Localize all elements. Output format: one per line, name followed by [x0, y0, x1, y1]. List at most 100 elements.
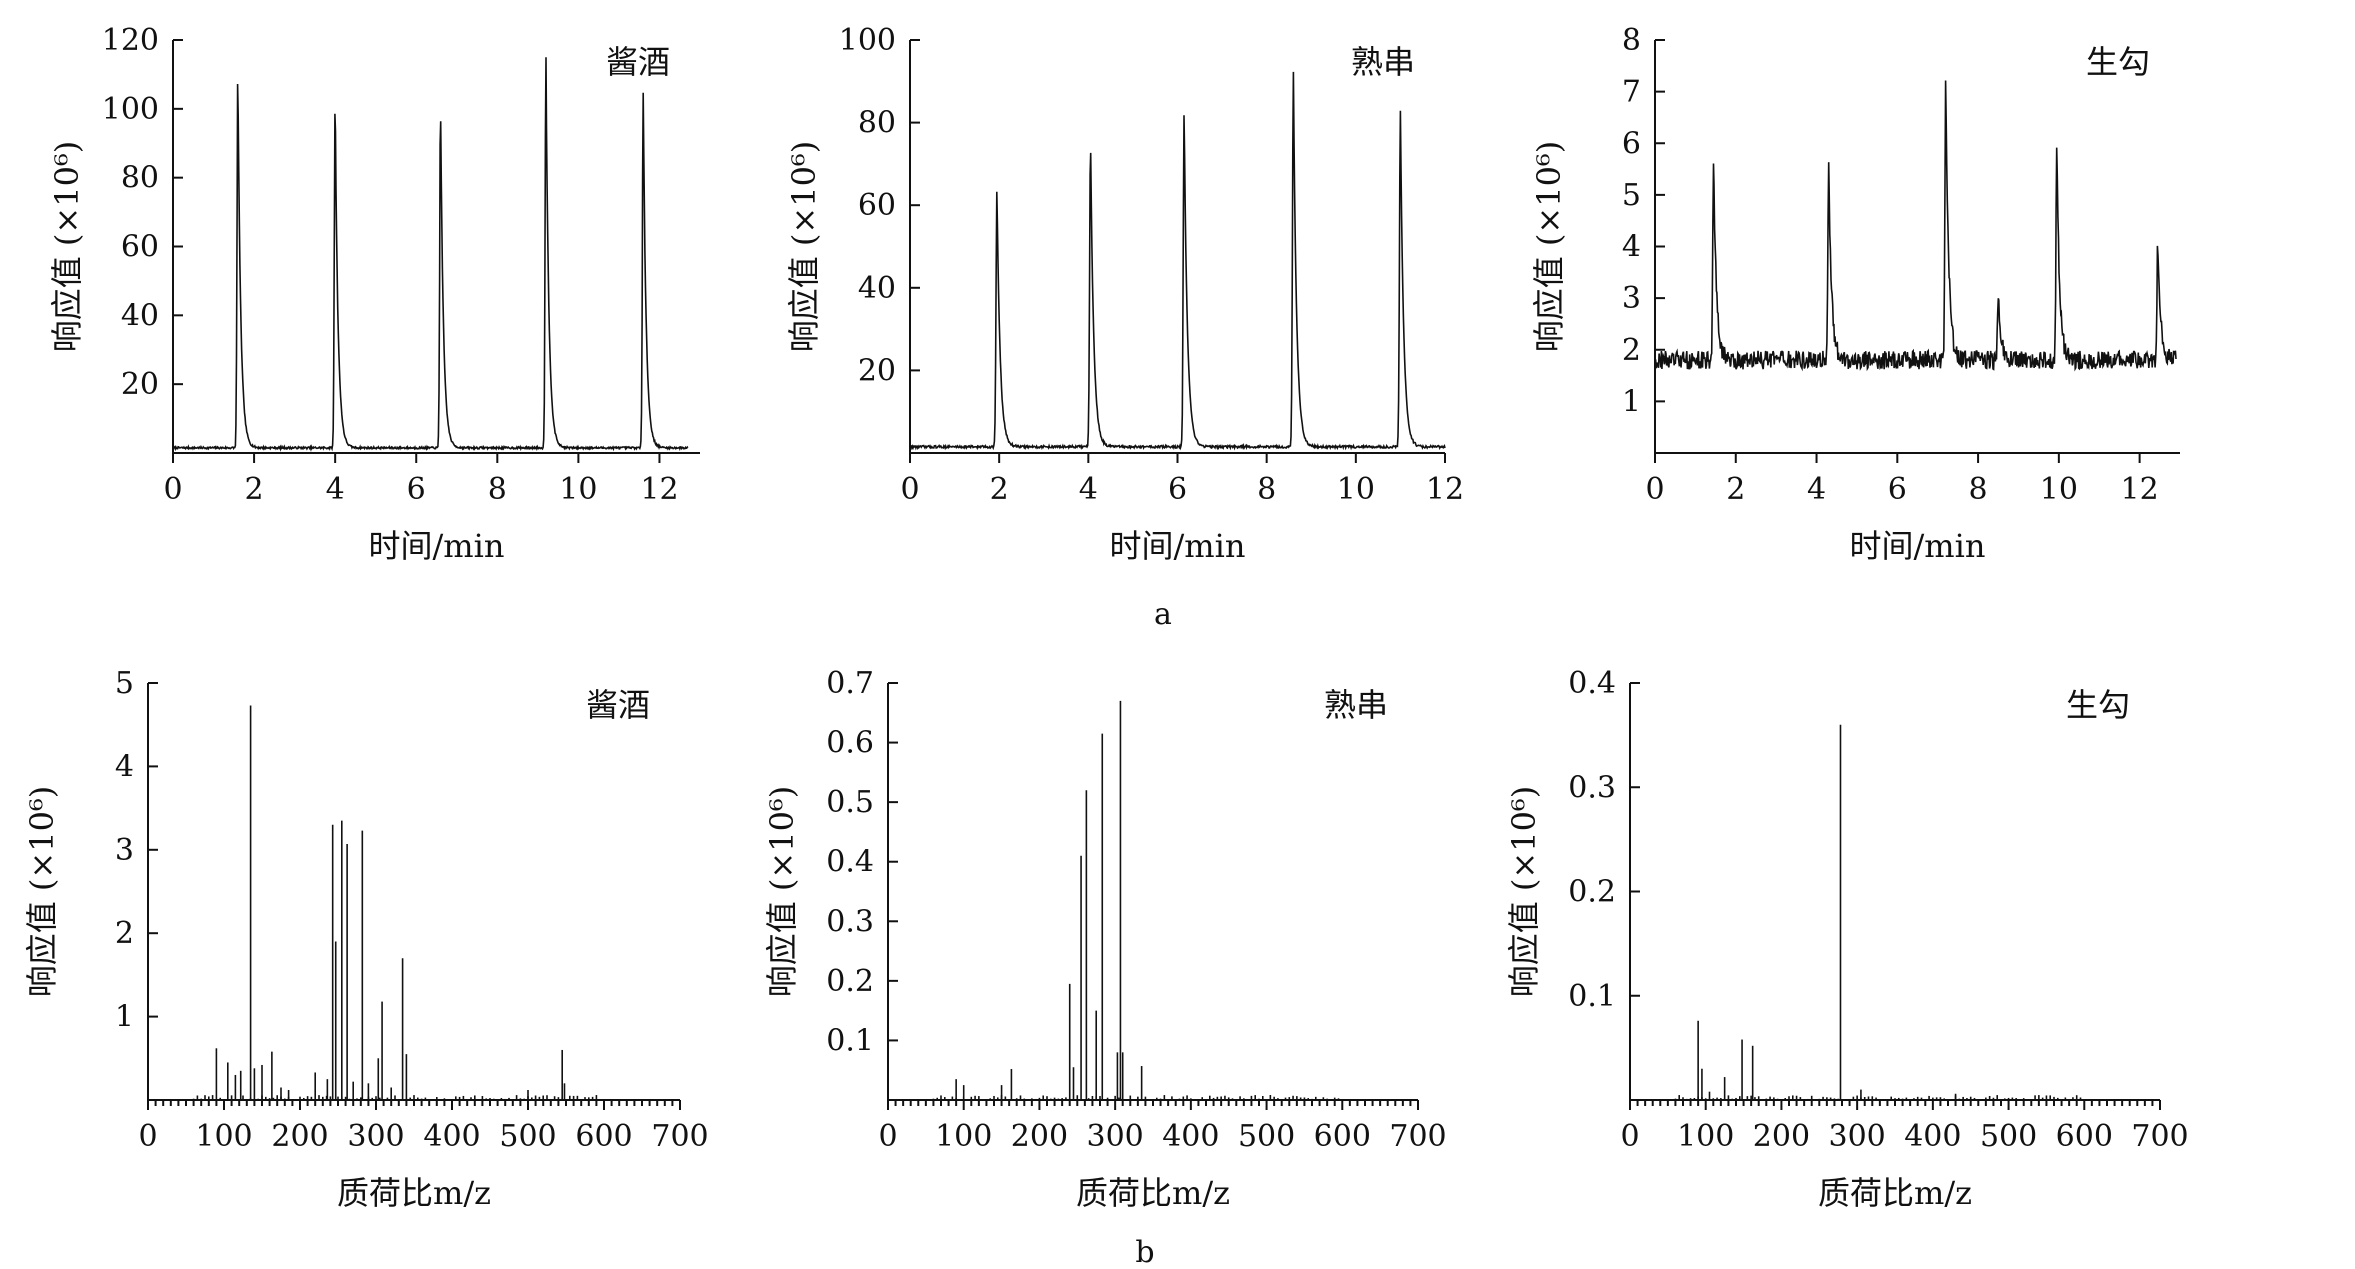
y-tick-label: 0.3	[1568, 770, 1616, 805]
x-tick-label: 300	[1829, 1119, 1886, 1154]
chart-6: 0.1 0.2 0.3 0.4 0 100 200 300 400 500 600 700 质荷比m/z…	[1505, 666, 2189, 1212]
panel-label: 生勾	[2066, 686, 2130, 724]
x-tick-label: 4	[1079, 472, 1098, 507]
x-tick-label: 4	[1807, 472, 1826, 507]
x-tick-label: 600	[575, 1119, 632, 1154]
x-tick-label: 500	[1980, 1119, 2037, 1154]
y-tick-label: 60	[121, 230, 159, 265]
x-axis-title: 质荷比m/z	[1076, 1174, 1230, 1212]
y-axis-title: 响应值 (×10⁶)	[785, 141, 823, 353]
x-tick-label: 0	[138, 1119, 157, 1154]
y-tick-label: 40	[121, 298, 159, 333]
y-tick-label: 20	[121, 367, 159, 402]
series-line	[1654, 80, 2177, 372]
y-tick-label: 1	[115, 1000, 134, 1035]
x-tick-label: 10	[559, 472, 597, 507]
chart-4: 1 2 3 4 5 0 100 200 300 400 500 600 700 质荷比m/z 响应值 (×1…	[23, 666, 709, 1212]
caption-b: b	[1135, 1235, 1154, 1269]
x-tick-label: 0	[1645, 472, 1664, 507]
x-tick-label: 100	[1677, 1119, 1734, 1154]
x-tick-label: 10	[2040, 472, 2078, 507]
x-tick-label: 2	[1726, 472, 1745, 507]
x-tick-label: 2	[990, 472, 1009, 507]
x-tick-label: 500	[1238, 1119, 1295, 1154]
y-tick-label: 100	[102, 92, 159, 127]
x-tick-label: 200	[271, 1119, 328, 1154]
panel-label: 熟串	[1324, 686, 1388, 724]
y-tick-label: 5	[1622, 178, 1641, 213]
x-tick-label: 8	[488, 472, 507, 507]
x-tick-label: 12	[2121, 472, 2159, 507]
chart-2: 20 40 60 80 100 0 2 4 6 8 10 12 时间/min 响应值 (×10⁶) 熟串	[785, 23, 1464, 565]
y-axis-title: 响应值 (×10⁶)	[763, 786, 801, 998]
y-tick-label: 3	[1622, 281, 1641, 316]
x-tick-label: 4	[326, 472, 345, 507]
x-tick-label: 200	[1753, 1119, 1810, 1154]
x-tick-label: 400	[1904, 1119, 1961, 1154]
x-tick-label: 6	[1168, 472, 1187, 507]
y-tick-label: 4	[115, 749, 134, 784]
y-tick-label: 2	[1622, 333, 1641, 368]
x-tick-label: 2	[245, 472, 264, 507]
y-axis-title: 响应值 (×10⁶)	[23, 786, 61, 998]
x-tick-label: 0	[900, 472, 919, 507]
y-tick-label: 5	[115, 666, 134, 701]
y-tick-label: 0.2	[1568, 875, 1616, 910]
chart-1: 20 40 60 80 100 120 0 2 4 6 8 10 12 时间/min 响应值 (×10⁶) 酱…	[48, 23, 700, 565]
x-tick-label: 700	[2131, 1119, 2188, 1154]
y-tick-label: 3	[115, 833, 134, 868]
y-axis-title: 响应值 (×10⁶)	[1530, 141, 1568, 353]
x-tick-label: 600	[2056, 1119, 2113, 1154]
x-tick-label: 0	[878, 1119, 897, 1154]
series-line	[909, 71, 1446, 451]
panel-label: 酱酒	[606, 43, 670, 81]
y-tick-label: 6	[1622, 126, 1641, 161]
y-tick-label: 0.7	[826, 666, 874, 701]
y-tick-label: 0.5	[826, 785, 874, 820]
x-tick-label: 6	[407, 472, 426, 507]
y-tick-label: 1	[1622, 384, 1641, 419]
y-axis-title: 响应值 (×10⁶)	[48, 141, 86, 353]
y-tick-label: 100	[839, 23, 896, 58]
x-tick-label: 500	[499, 1119, 556, 1154]
panel-label: 酱酒	[586, 686, 650, 724]
x-tick-label: 0	[1620, 1119, 1639, 1154]
y-tick-label: 0.6	[826, 726, 874, 761]
x-tick-label: 300	[1087, 1119, 1144, 1154]
y-tick-label: 2	[115, 916, 134, 951]
y-axis-title: 响应值 (×10⁶)	[1505, 786, 1543, 998]
x-tick-label: 8	[1257, 472, 1276, 507]
x-tick-label: 400	[423, 1119, 480, 1154]
panel-label: 生勾	[2086, 43, 2150, 81]
y-tick-label: 120	[102, 23, 159, 58]
x-tick-label: 300	[347, 1119, 404, 1154]
y-tick-label: 0.4	[1568, 666, 1616, 701]
x-tick-label: 400	[1162, 1119, 1219, 1154]
chart-5: 0.1 0.2 0.3 0.4 0.5 0.6 0.7 0 100 200 300 400 500 600…	[763, 666, 1447, 1212]
x-tick-label: 200	[1011, 1119, 1068, 1154]
x-axis-title: 质荷比m/z	[337, 1174, 491, 1212]
x-tick-label: 6	[1888, 472, 1907, 507]
y-tick-label: 0.1	[826, 1023, 874, 1058]
panel-label: 熟串	[1351, 43, 1415, 81]
series-line	[172, 57, 689, 452]
y-tick-label: 4	[1622, 230, 1641, 265]
x-tick-label: 100	[195, 1119, 252, 1154]
y-tick-label: 80	[121, 161, 159, 196]
y-tick-label: 8	[1622, 23, 1641, 58]
x-tick-label: 8	[1969, 472, 1988, 507]
y-tick-label: 20	[858, 353, 896, 388]
x-tick-label: 100	[935, 1119, 992, 1154]
x-axis-title: 质荷比m/z	[1818, 1174, 1972, 1212]
x-axis-title: 时间/min	[1110, 527, 1246, 565]
y-tick-label: 0.1	[1568, 979, 1616, 1014]
caption-a: a	[1154, 597, 1172, 632]
y-tick-label: 60	[858, 188, 896, 223]
y-tick-label: 0.2	[826, 964, 874, 999]
x-tick-label: 10	[1337, 472, 1375, 507]
y-tick-label: 0.4	[826, 845, 874, 880]
